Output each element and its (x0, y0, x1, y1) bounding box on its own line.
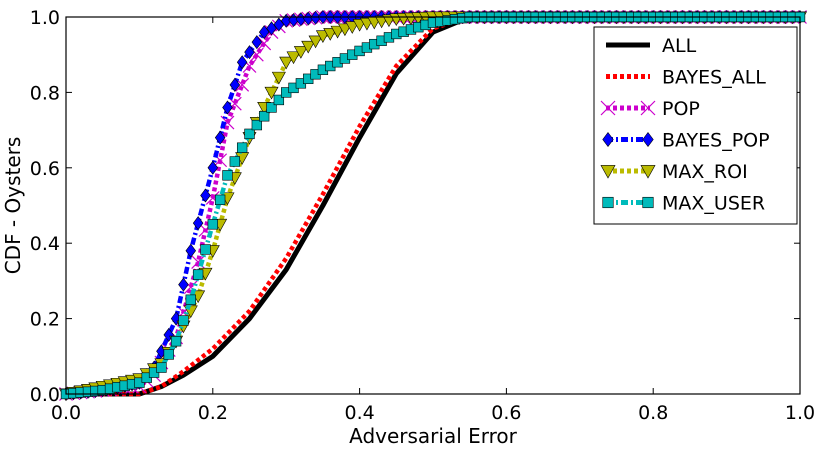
x-tick-label: 0.4 (344, 402, 374, 424)
data-point (244, 128, 255, 140)
legend-marker (602, 132, 614, 147)
y-tick-label: 0.0 (30, 384, 60, 406)
legend-item: BAYES_ALL (606, 67, 766, 89)
data-point (156, 362, 167, 373)
data-point (330, 25, 345, 39)
legend-item: ALL (606, 35, 697, 57)
data-point (229, 77, 241, 92)
y-tick-label: 1.0 (30, 7, 60, 29)
data-point (178, 277, 189, 292)
data-point (214, 194, 226, 206)
x-tick-label: 0.8 (638, 402, 668, 424)
data-point (244, 45, 255, 60)
x-axis-label: Adversarial Error (349, 424, 518, 448)
legend-item: MAX_ROI (600, 161, 748, 183)
data-point (258, 25, 270, 40)
data-point (315, 30, 330, 43)
legend-label: ALL (662, 35, 697, 57)
legend-marker (642, 196, 654, 209)
legend-marker (600, 165, 616, 179)
data-point (185, 294, 196, 305)
data-point (345, 21, 360, 34)
data-point (163, 349, 174, 360)
data-point (308, 35, 323, 49)
legend-item: POP (600, 98, 700, 120)
data-point (236, 55, 248, 70)
data-point (257, 36, 272, 51)
legend-item: MAX_USER (602, 193, 765, 215)
data-point (192, 269, 204, 280)
x-tick-label: 0.6 (491, 402, 521, 424)
legend-marker (602, 196, 614, 209)
data-point (251, 35, 263, 50)
x-tick-label: 0.2 (198, 402, 228, 424)
data-point (273, 94, 285, 106)
data-point (337, 23, 352, 37)
data-point (200, 244, 211, 255)
data-point (259, 111, 270, 122)
legend-label: MAX_ROI (662, 161, 748, 183)
data-point (200, 188, 211, 203)
legend-marker (600, 100, 616, 116)
legend: ALL BAYES_ALL POP BAYES_POP MAX_ROI MAX_USER (593, 26, 798, 225)
data-point (229, 156, 240, 167)
data-point (293, 46, 308, 59)
y-axis-label: CDF - Oysters (1, 137, 25, 275)
data-point (178, 315, 189, 326)
legend-label: MAX_USER (662, 193, 765, 215)
data-point (222, 100, 233, 115)
y-tick-label: 0.6 (30, 158, 60, 180)
series-layer (58, 10, 808, 402)
data-point (170, 336, 182, 347)
data-point (266, 21, 277, 36)
data-point (264, 86, 279, 100)
y-tick-label: 0.4 (30, 233, 60, 255)
data-point (301, 40, 316, 54)
legend-box (593, 26, 798, 225)
plot-frame (65, 16, 801, 395)
data-point (266, 102, 277, 113)
y-tick-label: 0.2 (30, 309, 60, 331)
x-tick-label: 1.0 (785, 402, 815, 424)
data-point (207, 160, 219, 175)
x-tick-label: 0.0 (51, 402, 81, 424)
data-point (222, 170, 233, 181)
legend-item: BAYES_POP (602, 130, 770, 152)
legend-label: BAYES_ALL (662, 67, 766, 89)
data-point (192, 216, 204, 231)
legend-label: BAYES_POP (662, 130, 770, 152)
data-point (185, 243, 197, 258)
data-point (323, 28, 338, 41)
data-point (236, 142, 248, 153)
data-point (279, 56, 294, 70)
data-point (286, 51, 301, 65)
legend-label: POP (662, 98, 700, 120)
tick-labels: 0.0 0.2 0.4 0.6 0.8 1.0 0.0 0.2 0.4 0.6 0.8 1.0 (30, 7, 815, 424)
data-point (207, 219, 218, 230)
y-tick-label: 0.8 (30, 82, 60, 104)
data-point (273, 17, 285, 32)
data-point (214, 130, 226, 145)
legend-marker (642, 132, 654, 147)
legend-marker (640, 100, 656, 116)
data-point (251, 119, 263, 131)
legend-marker (640, 165, 656, 179)
data-point (271, 71, 286, 85)
